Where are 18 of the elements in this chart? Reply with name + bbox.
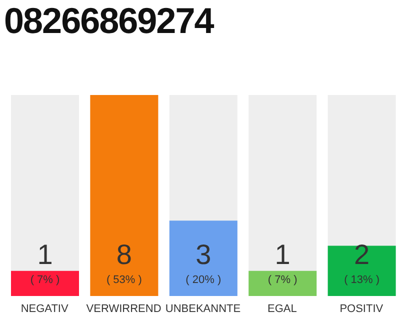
annotation: ( 13% ) (344, 274, 380, 286)
data-label: 1 (274, 239, 290, 270)
x-tick-label: NEGATIV (20, 302, 69, 315)
annotation: ( 7% ) (30, 274, 60, 286)
chart-title: 08266869274 (4, 0, 214, 42)
bar (248, 270, 317, 296)
x-tick-label: POSITIV (340, 302, 384, 315)
x-tick-label: EGAL (268, 302, 297, 315)
data-label: 3 (196, 239, 212, 270)
annotation: ( 20% ) (186, 274, 222, 286)
annotation: ( 7% ) (268, 274, 298, 286)
bar (11, 270, 79, 296)
annotation: ( 53% ) (106, 274, 142, 286)
x-tick-label: VERWIRREND (86, 302, 162, 315)
data-label: 1 (37, 239, 53, 270)
data-label: 8 (116, 239, 132, 270)
data-label: 2 (354, 239, 370, 270)
x-tick-label: UNBEKANNTE (165, 302, 241, 315)
